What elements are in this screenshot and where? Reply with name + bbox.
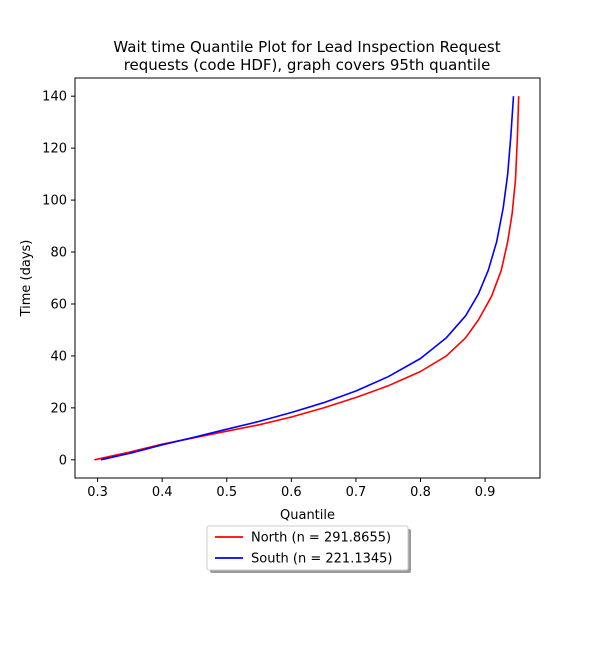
series-line-south [100, 96, 515, 461]
y-tick-label: 100 [42, 194, 67, 209]
y-tick-label: 60 [50, 297, 67, 312]
x-tick-label: 0.8 [410, 485, 431, 500]
x-tick-label: 0.6 [281, 485, 302, 500]
chart-title-line: Wait time Quantile Plot for Lead Inspect… [113, 38, 500, 56]
y-tick-label: 20 [50, 401, 67, 416]
x-tick-label: 0.5 [216, 485, 237, 500]
legend-label-north: North (n = 291.8655) [251, 531, 391, 546]
y-tick-label: 120 [42, 142, 67, 157]
y-tick-label: 140 [42, 90, 67, 105]
plot-frame [74, 77, 541, 479]
chart-title-line: requests (code HDF), graph covers 95th q… [124, 56, 491, 74]
y-tick-label: 40 [50, 349, 67, 364]
y-axis-label: Time (days) [19, 240, 34, 318]
x-tick-label: 0.3 [87, 485, 108, 500]
y-tick-label: 80 [50, 246, 67, 261]
y-axis-ticks: 0 20 40 60 80 100 120 140 [42, 90, 75, 468]
x-tick-label: 0.4 [152, 485, 173, 500]
legend-label-south: South (n = 221.1345) [251, 552, 392, 567]
x-tick-label: 0.7 [346, 485, 367, 500]
legend: North (n = 291.8655) South (n = 221.1345) [206, 525, 411, 573]
y-tick-label: 0 [59, 453, 67, 468]
x-axis-ticks: 0.3 0.4 0.5 0.6 0.7 0.8 0.9 [87, 478, 495, 500]
legend-box [206, 525, 409, 571]
series-line-north [94, 96, 520, 461]
chart-title: Wait time Quantile Plot for Lead Inspect… [113, 38, 500, 74]
x-axis-label: Quantile [280, 508, 335, 523]
x-tick-label: 0.9 [475, 485, 496, 500]
series-lines [94, 96, 520, 461]
